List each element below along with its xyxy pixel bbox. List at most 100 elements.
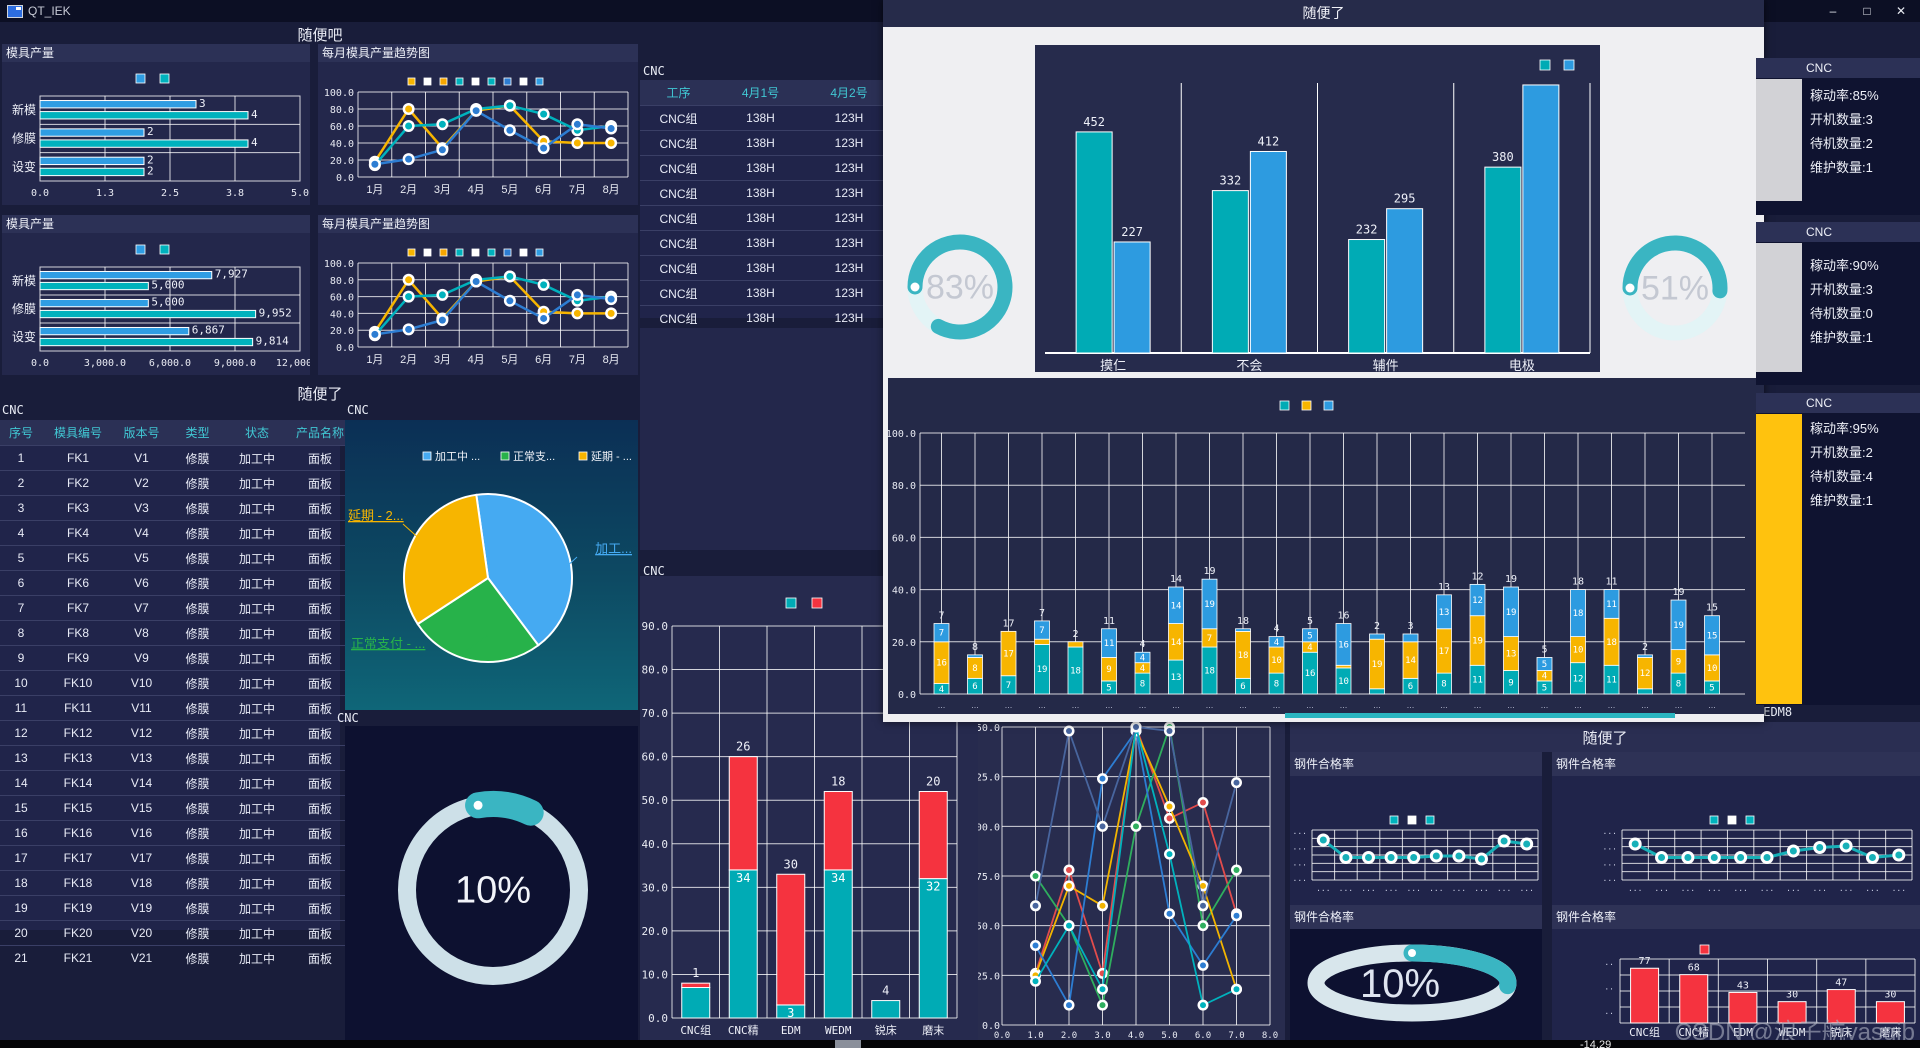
svg-text:···: ···: [1603, 829, 1617, 838]
popup-titlebar[interactable]: 随便了: [883, 0, 1764, 27]
svg-text:CNC精: CNC精: [728, 1024, 759, 1037]
machine-status-panel: CNC 稼动率:85% 开机数量:3 待机数量:2 维护数量:1: [1756, 58, 1920, 215]
popup-bar-panel: 452 227 摸仁 332 412 不会 232 295 辅件 380 电极: [1035, 45, 1600, 372]
svg-text:18: 18: [1238, 651, 1249, 661]
svg-text:2: 2: [1642, 642, 1648, 653]
svg-text:…: …: [1608, 701, 1616, 710]
svg-text:···: ···: [1316, 886, 1330, 895]
table-row: CNC组 138H 123H: [640, 255, 894, 281]
svg-text:40.0: 40.0: [892, 586, 916, 597]
svg-text:3,000.0: 3,000.0: [84, 358, 126, 369]
cnc-hours-panel: 工序 4月1号 4月2号 CNC组 138H 123H CNC组 138H 123H CNC组 13…: [640, 80, 894, 330]
svg-text:···: ···: [1813, 886, 1827, 895]
svg-text:13: 13: [1171, 673, 1182, 683]
multi-line-panel: 150.0 125.0 100.0 75.0 50.0 25.0 0.00.0 1.0 2.0 3…: [978, 715, 1285, 1040]
svg-text:30.0: 30.0: [642, 881, 669, 894]
svg-text:16: 16: [1338, 640, 1349, 650]
table-row: 10 FK10 V10 修膜 加工中 面板: [0, 670, 352, 696]
svg-text:···: ···: [1293, 845, 1307, 854]
svg-text:···: ···: [1892, 886, 1906, 895]
taskbar-app[interactable]: [835, 1040, 861, 1048]
left-table-cnc-label: CNC: [2, 403, 24, 417]
table-row: 1 FK1 V1 修膜 加工中 面板: [0, 445, 352, 471]
svg-text:17: 17: [1003, 650, 1014, 660]
svg-text:18: 18: [1606, 638, 1617, 648]
svg-text:···: ···: [1839, 886, 1853, 895]
svg-text:19: 19: [1673, 621, 1684, 631]
machine-panel-title: CNC: [1756, 222, 1920, 242]
mold-table-panel: 序号 模具编号 版本号 类型 状态 产品名称 1 FK1 V1 修膜 加工中 面板 2 FK2 V2 修膜 加工…: [0, 420, 352, 970]
svg-text:4: 4: [1274, 638, 1279, 648]
svg-text:8月: 8月: [603, 184, 620, 196]
donut-gauge-10: 10%: [345, 726, 638, 1040]
svg-text:34: 34: [831, 871, 845, 885]
svg-text:6: 6: [1240, 682, 1245, 692]
svg-text:19: 19: [1472, 636, 1483, 646]
svg-text:7: 7: [1039, 626, 1044, 636]
machine-image-placeholder: [1756, 414, 1802, 704]
popup-window: 随便了 83% 51% 452 227 摸仁 332 412 不会 232 295 辅件 380 电…: [883, 0, 1764, 722]
svg-text:…: …: [1172, 701, 1180, 710]
svg-text:60.0: 60.0: [642, 751, 669, 764]
svg-text:9: 9: [1676, 657, 1681, 667]
col-header: 工序: [640, 80, 717, 106]
svg-text:9,952: 9,952: [259, 307, 292, 320]
svg-text:14: 14: [1171, 638, 1182, 648]
svg-text:5: 5: [1106, 683, 1111, 693]
svg-text:5: 5: [1307, 616, 1313, 627]
svg-text:125.0: 125.0: [978, 773, 1000, 784]
svg-text:47: 47: [1835, 978, 1847, 989]
svg-text:磨床: 磨床: [1879, 1025, 1901, 1039]
table-row: 18 FK18 V18 修膜 加工中 面板: [0, 870, 352, 896]
mold-output-panel-1: 模具产量 新模 3 4 修膜 2 4 设变 2 2 0.0 1.3 2.5 3.8 5.0: [2, 44, 310, 205]
svg-text:12: 12: [1573, 674, 1584, 684]
close-button[interactable]: ✕: [1895, 4, 1907, 18]
svg-text:3月: 3月: [434, 354, 451, 366]
svg-text:12: 12: [1471, 571, 1483, 582]
svg-text:7: 7: [1039, 608, 1045, 619]
svg-text:13: 13: [1439, 608, 1450, 618]
svg-text:…: …: [1373, 701, 1381, 710]
steel-rate-line-right: ··· ··· ··· ··· ··· ··· ··· ··· ··· ··· ··· ··· ··· ·…: [1552, 776, 1920, 905]
gauge-51: 51%: [1615, 228, 1735, 348]
col-header: 4月2号: [804, 80, 894, 106]
svg-text:7,927: 7,927: [215, 268, 248, 281]
svg-text:380: 380: [1492, 150, 1514, 164]
table-row: 4 FK4 V4 修膜 加工中 面板: [0, 520, 352, 546]
svg-text:···: ···: [1293, 876, 1307, 885]
svg-text:···: ···: [1497, 886, 1511, 895]
stack-scrollbar[interactable]: [1285, 713, 1675, 718]
svg-text:26: 26: [736, 740, 750, 754]
svg-text:···: ···: [1603, 860, 1617, 869]
svg-text:…: …: [1273, 701, 1281, 710]
svg-text:452: 452: [1083, 115, 1105, 129]
svg-text:辅件: 辅件: [1373, 358, 1399, 372]
svg-text:4: 4: [1139, 639, 1145, 650]
svg-text:设变: 设变: [12, 329, 36, 344]
svg-text:12,000.0: 12,000.0: [276, 358, 310, 369]
svg-text:18: 18: [831, 775, 845, 789]
steel-ellipse-gauge: 10%: [1290, 929, 1542, 1040]
svg-text:100.0: 100.0: [978, 822, 1000, 833]
svg-text:加工中 ...: 加工中 ...: [435, 450, 480, 463]
svg-text:50.0: 50.0: [978, 922, 1000, 933]
steel-rate-bar-chart: ·· ·· ·· 77 CNC组 68 CNC精 43 EDM 30 WEDM 47 锐床 30 磨床: [1552, 929, 1920, 1040]
steel-gauge-title: 钢件合格率: [1290, 905, 1542, 929]
stat-line: 维护数量:1: [1810, 330, 1873, 345]
svg-text:60.0: 60.0: [330, 293, 354, 304]
svg-text:3.0: 3.0: [1094, 1031, 1110, 1040]
popup-stacked-bar-chart: 100.0 80.0 60.0 40.0 20.0 0.0 4 16 7 7 … 6 8 8 … 7 17 17 ……: [888, 378, 1764, 714]
svg-text:···: ···: [1339, 886, 1353, 895]
mold-output-bar-chart-2: 新模 7,927 5,000 修膜 5,000 9,952 设变 6,867 9,814 0.0 3…: [2, 233, 310, 375]
minimize-button[interactable]: –: [1829, 4, 1837, 18]
svg-text:延期 - ...: 延期 - ...: [591, 450, 632, 463]
svg-text:4月: 4月: [468, 184, 485, 196]
svg-text:延期 - 2...: 延期 - 2...: [348, 508, 404, 523]
trend-panel-1: 每月模具产量趋势图 100.0 80.0 60.0 40.0 20.0 0.0 1月 2月 3月…: [318, 44, 638, 205]
svg-text:…: …: [1206, 701, 1214, 710]
svg-text:EDM: EDM: [781, 1024, 801, 1037]
taskbar[interactable]: -14.29: [0, 1040, 1920, 1048]
maximize-button[interactable]: □: [1863, 4, 1871, 18]
svg-text:…: …: [1440, 701, 1448, 710]
